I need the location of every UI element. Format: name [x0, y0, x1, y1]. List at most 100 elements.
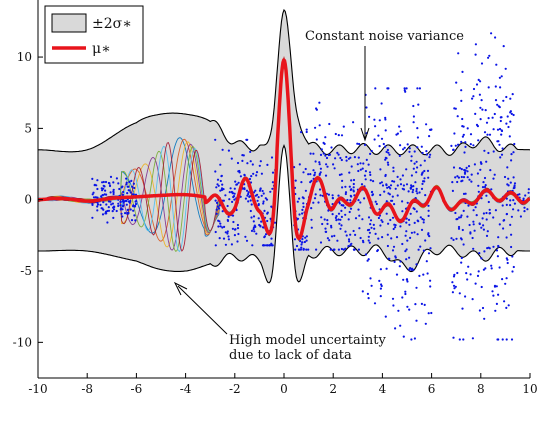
observation-point — [358, 214, 361, 217]
observation-point — [233, 198, 236, 201]
observation-point — [363, 174, 367, 177]
observation-point — [511, 208, 515, 211]
observation-point — [429, 279, 432, 282]
observation-point — [325, 156, 329, 160]
observation-point — [452, 336, 455, 339]
observation-point — [365, 158, 368, 161]
observation-point — [503, 219, 506, 222]
observation-point — [496, 338, 499, 341]
observation-point — [419, 216, 422, 219]
observation-point — [228, 198, 231, 201]
observation-point — [402, 184, 405, 187]
observation-point — [501, 204, 504, 207]
observation-point — [527, 191, 530, 194]
observation-point — [386, 244, 389, 248]
observation-point — [129, 208, 132, 211]
observation-point — [354, 233, 357, 236]
observation-point — [420, 187, 424, 190]
observation-point — [526, 208, 529, 211]
observation-point — [266, 219, 269, 223]
observation-point — [460, 99, 463, 102]
observation-point — [96, 196, 99, 199]
observation-point — [367, 297, 370, 300]
observation-point — [367, 239, 370, 242]
observation-point — [299, 248, 302, 251]
observation-point — [506, 183, 509, 186]
observation-point — [214, 230, 217, 234]
observation-point — [120, 212, 123, 215]
observation-point — [488, 247, 491, 250]
observation-point — [348, 210, 351, 214]
observation-point — [325, 230, 328, 233]
observation-point — [315, 138, 318, 141]
observation-point — [488, 208, 491, 211]
observation-point — [416, 192, 419, 195]
observation-point — [107, 206, 110, 209]
observation-point — [237, 181, 240, 184]
observation-point — [371, 193, 375, 196]
observation-point — [368, 241, 371, 244]
observation-point — [354, 217, 358, 220]
observation-point — [478, 222, 481, 226]
observation-point — [417, 248, 420, 251]
observation-point — [408, 256, 411, 259]
observation-point — [472, 223, 475, 226]
observation-point — [467, 204, 470, 207]
observation-point — [415, 171, 418, 174]
observation-point — [415, 286, 418, 289]
observation-point — [480, 197, 483, 200]
observation-point — [216, 205, 219, 208]
x-tick-label: -10 — [28, 382, 47, 396]
observation-point — [418, 274, 421, 277]
observation-point — [480, 99, 483, 102]
observation-point — [315, 248, 318, 251]
observation-point — [502, 227, 505, 230]
observation-point — [313, 173, 316, 176]
observation-point — [452, 166, 456, 169]
observation-point — [259, 225, 262, 228]
observation-point — [469, 232, 472, 235]
observation-point — [221, 148, 224, 151]
observation-point — [483, 176, 487, 180]
observation-point — [513, 202, 517, 205]
observation-point — [501, 278, 504, 281]
observation-point — [456, 115, 459, 118]
observation-point — [129, 199, 132, 203]
observation-point — [385, 267, 388, 270]
observation-point — [384, 129, 387, 132]
observation-point — [126, 192, 129, 195]
observation-point — [406, 143, 409, 146]
observation-point — [357, 208, 360, 211]
observation-point — [386, 186, 389, 189]
observation-point — [462, 133, 465, 136]
observation-point — [227, 149, 230, 152]
observation-point — [410, 159, 413, 162]
observation-point — [487, 151, 490, 155]
observation-point — [293, 166, 296, 169]
observation-point — [494, 209, 497, 212]
observation-point — [348, 240, 351, 243]
observation-point — [134, 202, 138, 206]
observation-point — [422, 273, 425, 276]
observation-point — [236, 183, 239, 186]
observation-point — [406, 201, 409, 204]
observation-point — [121, 208, 124, 211]
observation-point — [344, 247, 347, 250]
observation-point — [492, 128, 495, 131]
observation-point — [513, 182, 517, 185]
observation-point — [461, 70, 464, 73]
observation-point — [233, 228, 237, 231]
observation-point — [330, 146, 333, 149]
observation-point — [379, 295, 382, 298]
observation-point — [510, 338, 514, 341]
observation-point — [134, 200, 137, 203]
observation-point — [493, 284, 497, 287]
observation-point — [413, 150, 416, 153]
observation-point — [302, 202, 305, 205]
observation-point — [410, 155, 413, 158]
x-tick-label: 8 — [477, 382, 485, 396]
observation-point — [463, 171, 467, 174]
observation-point — [492, 294, 495, 297]
observation-point — [109, 200, 112, 203]
observation-point — [382, 142, 385, 146]
